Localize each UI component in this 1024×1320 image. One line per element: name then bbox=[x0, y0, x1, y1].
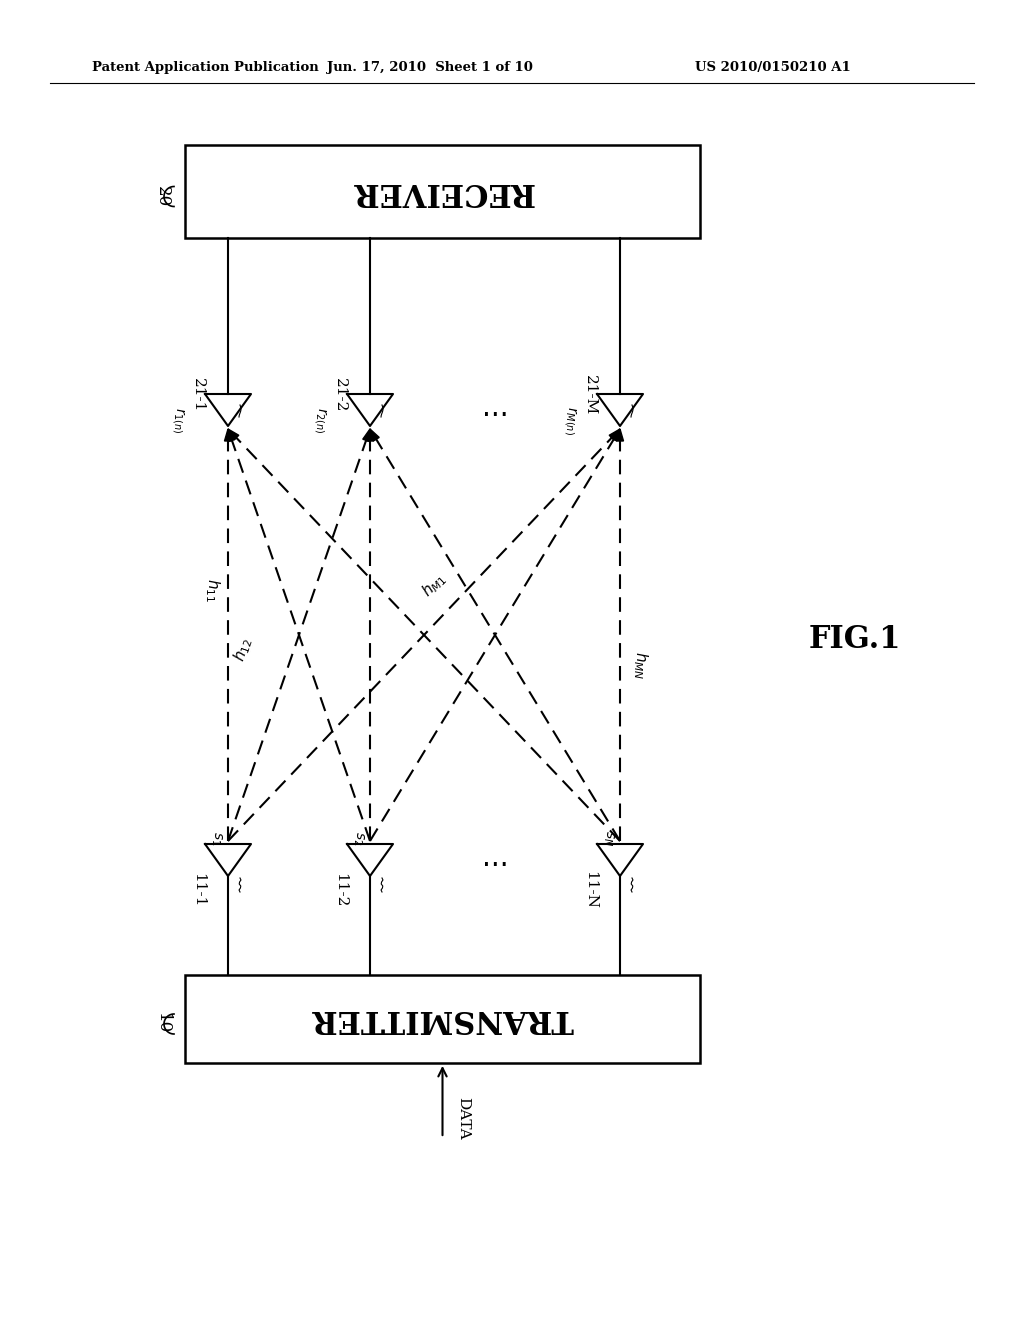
Text: US 2010/0150210 A1: US 2010/0150210 A1 bbox=[695, 62, 851, 74]
Text: ...: ... bbox=[481, 843, 508, 873]
Text: 21-2: 21-2 bbox=[333, 378, 347, 412]
Text: 11-N: 11-N bbox=[583, 871, 597, 909]
Text: $s_2$: $s_2$ bbox=[351, 830, 366, 845]
Text: Jun. 17, 2010  Sheet 1 of 10: Jun. 17, 2010 Sheet 1 of 10 bbox=[327, 62, 532, 74]
Text: $r_{2(n)}$: $r_{2(n)}$ bbox=[311, 407, 329, 433]
Text: $r_{M(n)}$: $r_{M(n)}$ bbox=[561, 405, 579, 434]
Bar bbox=[185, 145, 700, 238]
Text: $h_{11}$: $h_{11}$ bbox=[203, 578, 221, 602]
Bar bbox=[185, 975, 700, 1063]
Text: ...: ... bbox=[481, 393, 508, 422]
Text: $h_{M1}$: $h_{M1}$ bbox=[418, 569, 451, 601]
Polygon shape bbox=[610, 429, 620, 441]
Text: $s_1$: $s_1$ bbox=[209, 830, 223, 845]
Text: RECEIVER: RECEIVER bbox=[351, 176, 534, 207]
Text: 20: 20 bbox=[154, 186, 171, 207]
Text: $r_{1(n)}$: $r_{1(n)}$ bbox=[170, 407, 186, 433]
Polygon shape bbox=[616, 429, 624, 441]
Text: Patent Application Publication: Patent Application Publication bbox=[92, 62, 318, 74]
Polygon shape bbox=[362, 429, 370, 441]
Text: 10: 10 bbox=[154, 1014, 171, 1035]
Text: $h_{MN}$: $h_{MN}$ bbox=[631, 651, 649, 680]
Text: 11-2: 11-2 bbox=[333, 873, 347, 907]
Text: 21-M: 21-M bbox=[583, 375, 597, 414]
Polygon shape bbox=[370, 429, 379, 441]
Text: DATA: DATA bbox=[457, 1097, 470, 1139]
Polygon shape bbox=[224, 429, 231, 441]
Text: $h_{12}$: $h_{12}$ bbox=[230, 635, 256, 664]
Text: FIG.1: FIG.1 bbox=[809, 624, 901, 656]
Polygon shape bbox=[609, 429, 620, 440]
Text: $s_N$: $s_N$ bbox=[601, 830, 615, 846]
Polygon shape bbox=[367, 429, 374, 441]
Polygon shape bbox=[228, 429, 239, 440]
Polygon shape bbox=[228, 429, 236, 441]
Text: TRANSMITTER: TRANSMITTER bbox=[311, 1003, 573, 1035]
Text: 21-1: 21-1 bbox=[191, 378, 205, 412]
Text: 11-1: 11-1 bbox=[191, 873, 205, 907]
